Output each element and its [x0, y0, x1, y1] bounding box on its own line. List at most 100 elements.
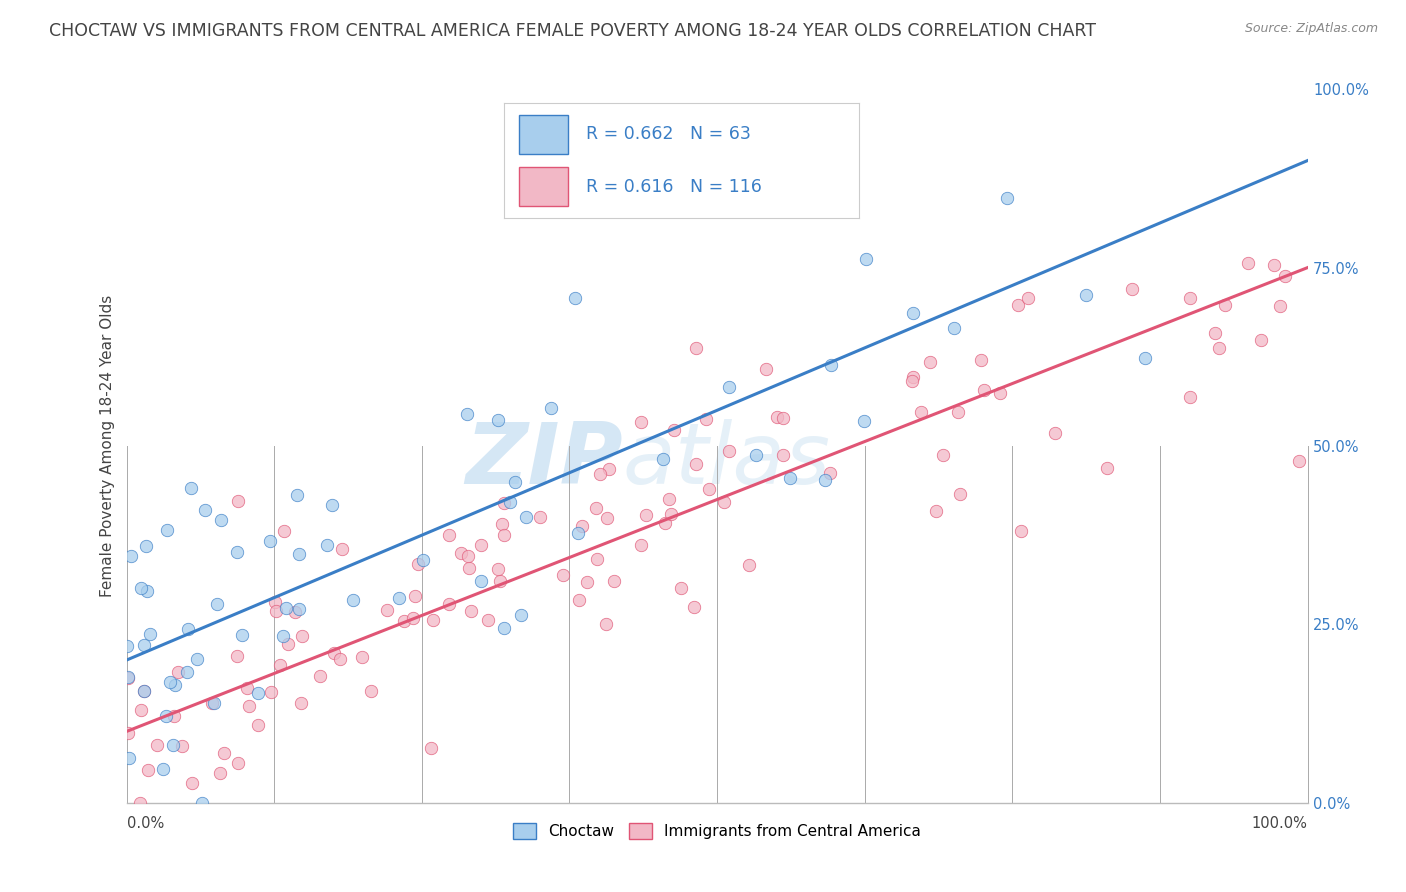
Point: [156, 523, 179, 537]
Point: [162, 739, 184, 753]
Text: 0.0%: 0.0%: [127, 816, 163, 830]
Point: [477, 613, 499, 627]
Point: [943, 321, 966, 335]
Point: [159, 674, 181, 689]
Point: [117, 670, 139, 684]
Point: [901, 375, 924, 389]
Point: [499, 495, 522, 509]
Point: [1010, 524, 1032, 538]
Point: [585, 552, 607, 566]
Point: [315, 538, 337, 552]
Point: [662, 423, 685, 437]
Point: [529, 510, 551, 524]
Point: [946, 405, 969, 419]
Point: [1180, 390, 1202, 404]
Point: [273, 524, 295, 538]
Point: [1270, 299, 1292, 313]
Point: [288, 547, 311, 561]
Point: [450, 546, 472, 560]
Point: [568, 592, 591, 607]
Point: [437, 598, 460, 612]
Point: [129, 703, 152, 717]
Point: [901, 369, 924, 384]
Text: Source: ZipAtlas.com: Source: ZipAtlas.com: [1244, 22, 1378, 36]
Point: [460, 604, 482, 618]
Point: [820, 358, 842, 372]
Point: [163, 678, 186, 692]
Point: [115, 639, 138, 653]
Point: [145, 738, 167, 752]
Point: [918, 354, 941, 368]
Point: [494, 496, 516, 510]
Point: [1017, 291, 1039, 305]
Point: [1236, 256, 1258, 270]
Point: [970, 353, 993, 368]
Point: [186, 651, 208, 665]
Point: [118, 750, 141, 764]
Point: [404, 589, 426, 603]
Point: [309, 668, 332, 682]
Point: [1263, 258, 1285, 272]
Point: [120, 549, 142, 563]
Point: [152, 762, 174, 776]
Point: [765, 409, 787, 424]
Point: [129, 796, 152, 810]
Point: [402, 611, 425, 625]
Point: [260, 685, 283, 699]
Point: [202, 696, 225, 710]
Point: [602, 574, 624, 588]
Point: [488, 574, 510, 589]
Point: [290, 696, 312, 710]
Point: [567, 525, 589, 540]
Point: [551, 567, 574, 582]
Point: [388, 591, 411, 605]
Point: [949, 487, 972, 501]
Point: [470, 538, 492, 552]
Point: [329, 652, 352, 666]
Point: [194, 503, 217, 517]
Point: [163, 709, 186, 723]
Legend: Choctaw, Immigrants from Central America: Choctaw, Immigrants from Central America: [506, 817, 928, 845]
Point: [205, 597, 228, 611]
Point: [682, 599, 704, 614]
Point: [208, 765, 231, 780]
Point: [209, 513, 232, 527]
Point: [259, 533, 281, 548]
Point: [136, 583, 159, 598]
Point: [117, 671, 139, 685]
Point: [321, 498, 343, 512]
Point: [855, 252, 877, 266]
Point: [540, 401, 562, 415]
Point: [266, 604, 288, 618]
Point: [285, 488, 308, 502]
Point: [486, 413, 509, 427]
Point: [284, 605, 307, 619]
Point: [155, 709, 177, 723]
Point: [509, 608, 531, 623]
Point: [1204, 326, 1226, 340]
Point: [226, 494, 249, 508]
Point: [375, 603, 398, 617]
Point: [575, 574, 598, 589]
Point: [264, 595, 287, 609]
Point: [814, 473, 837, 487]
Point: [744, 448, 766, 462]
Point: [1250, 333, 1272, 347]
Point: [738, 558, 761, 573]
Point: [661, 507, 683, 521]
Point: [238, 699, 260, 714]
Point: [1043, 425, 1066, 440]
Point: [138, 627, 160, 641]
Text: 100.0%: 100.0%: [1251, 816, 1308, 830]
Point: [988, 386, 1011, 401]
Point: [269, 658, 291, 673]
Point: [1213, 298, 1236, 312]
Point: [419, 740, 441, 755]
Point: [360, 683, 382, 698]
Point: [135, 540, 157, 554]
Point: [392, 614, 415, 628]
Point: [652, 451, 675, 466]
Point: [291, 629, 314, 643]
Point: [1097, 460, 1119, 475]
Point: [932, 448, 955, 462]
